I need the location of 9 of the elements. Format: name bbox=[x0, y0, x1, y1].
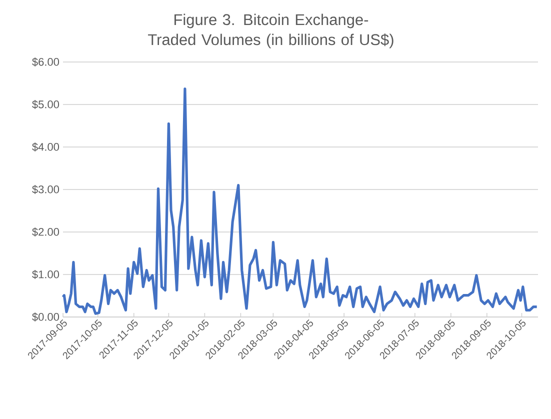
chart-title: Figure 3. Bitcoin Exchange-Traded Volumes (in billions of US$) bbox=[148, 14, 394, 48]
line-series bbox=[62, 87, 538, 315]
y-tick-label: $4.00 bbox=[32, 142, 60, 152]
y-tick-label: $1.00 bbox=[32, 270, 60, 279]
y-tick-label: $5.00 bbox=[32, 100, 60, 109]
y-tick-label: $3.00 bbox=[32, 185, 60, 194]
y-tick-label: $6.00 bbox=[32, 58, 60, 66]
y-tick-label: $2.00 bbox=[32, 228, 60, 236]
y-tick-label: $0.00 bbox=[32, 312, 60, 322]
